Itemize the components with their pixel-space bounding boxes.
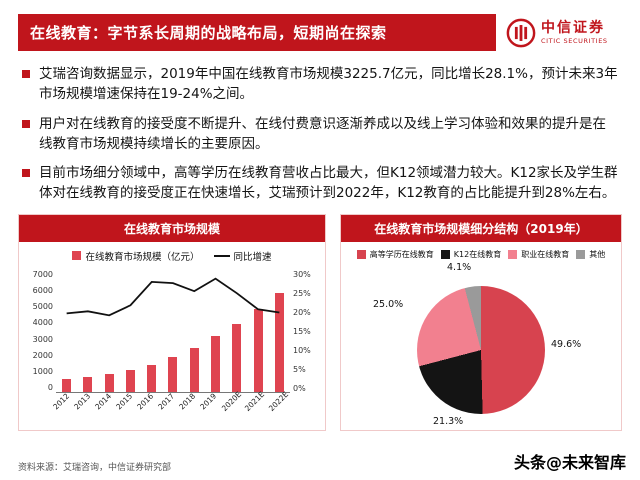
bullet-item: 艾瑞咨询数据显示，2019年中国在线教育市场规模3225.7亿元，同比增长28.…: [22, 64, 618, 105]
citic-logo: 中信证券 CITIC SECURITIES: [506, 18, 628, 48]
bullet-text: 用户对在线教育的接受度不断提升、在线付费意识逐渐养成以及线上学习体验和效果的提升…: [39, 115, 606, 152]
axis-tick: 7000: [32, 269, 53, 279]
bar: [83, 376, 93, 392]
page-title: 在线教育：字节系长周期的战略布局，短期尚在探索: [18, 14, 496, 51]
legend-label: 其他: [589, 249, 606, 259]
axis-tick: 1000: [32, 367, 53, 377]
legend-item: 高等学历在线教育: [356, 249, 434, 260]
citic-logo-text: 中信证券 CITIC SECURITIES: [541, 20, 608, 44]
legend-item: 职业在线教育: [508, 249, 569, 260]
bar: [232, 324, 242, 392]
bullet-item: 目前市场细分领域中，高等学历在线教育营收占比最大，但K12领域潜力较大。K12家…: [22, 163, 618, 204]
legend-item: 在线教育市场规模（亿元）: [72, 249, 200, 263]
legend-label: 在线教育市场规模（亿元）: [85, 251, 200, 263]
legend-label: 职业在线教育: [521, 249, 570, 259]
bar-series: [56, 271, 290, 392]
axis-tick: 3000: [32, 334, 53, 344]
y-axis-left: 7000 6000 5000 4000 3000 2000 1000 0: [25, 269, 56, 393]
legend-item: 其他: [576, 249, 605, 260]
pie-label-higher-ed: 49.6%: [551, 339, 582, 351]
bar: [125, 370, 135, 392]
axis-tick: 2000: [32, 350, 53, 360]
pie-chart-area: 49.6% 21.3% 25.0% 4.1%: [341, 260, 621, 430]
plot-area: [56, 271, 290, 393]
bar: [189, 347, 199, 392]
legend-market-size: 在线教育市场规模（亿元） 同比增速: [19, 242, 325, 265]
pie-label-vocational: 25.0%: [373, 298, 404, 310]
legend-item: K12在线教育: [440, 249, 502, 260]
axis-tick: 20%: [293, 307, 311, 317]
citic-logo-icon: [506, 18, 536, 47]
chart-title-structure: 在线教育市场规模细分结构（2019年）: [341, 214, 621, 242]
legend-structure: 高等学历在线教育 K12在线教育 职业在线教育 其他: [341, 242, 621, 260]
legend-label: K12在线教育: [453, 249, 502, 259]
logo-name-en: CITIC SECURITIES: [541, 36, 608, 45]
axis-tick: 4000: [32, 318, 53, 328]
axis-tick: 0: [47, 383, 53, 393]
axis-tick: 10%: [293, 345, 311, 355]
axis-tick: 5000: [32, 302, 53, 312]
axis-tick: 5%: [293, 364, 306, 374]
bullet-marker: [22, 169, 30, 177]
pie-chart: [417, 285, 545, 414]
y-axis-right: 30% 25% 20% 15% 10% 5% 0%: [290, 269, 319, 393]
logo-name-cn: 中信证券: [541, 20, 605, 37]
x-axis-labels: 2012 2013 2014 2015 2016 2017 2018 2019 2020E 202…: [51, 389, 293, 422]
chart-title-market-size: 在线教育市场规模: [19, 214, 325, 242]
legend-line-swatch: [213, 254, 230, 257]
bullet-item: 用户对在线教育的接受度不断提升、在线付费意识逐渐养成以及线上学习体验和效果的提升…: [22, 114, 618, 155]
header: 在线教育：字节系长周期的战略布局，短期尚在探索 中信证券 CITIC SECUR…: [0, 0, 640, 51]
bar: [210, 335, 220, 392]
legend-swatch: [508, 249, 518, 259]
axis-tick: 30%: [293, 269, 311, 279]
bar: [253, 308, 263, 392]
bullet-marker: [22, 119, 30, 128]
legend-swatch: [576, 249, 586, 259]
bar: [274, 292, 284, 392]
bullet-text: 艾瑞咨询数据显示，2019年中国在线教育市场规模3225.7亿元，同比增长28.…: [39, 66, 618, 103]
bar: [104, 373, 114, 392]
line-series: [56, 271, 290, 392]
legend-bar-swatch: [72, 251, 82, 260]
footer: 资料来源：艾瑞咨询，中信证券研究部 头条@未来智库: [18, 449, 626, 473]
legend-item: 同比增速: [213, 249, 272, 263]
legend-label: 高等学历在线教育: [369, 249, 434, 259]
pie-label-k12: 21.3%: [433, 415, 464, 427]
chart-panel-market-size: 在线教育市场规模 在线教育市场规模（亿元） 同比增速 7000 6000 5000 40…: [18, 213, 326, 431]
legend-label: 同比增速: [233, 251, 272, 263]
bullet-marker: [22, 70, 30, 78]
axis-tick: 25%: [293, 288, 311, 298]
axis-tick: 0%: [293, 383, 306, 393]
combo-chart: 7000 6000 5000 4000 3000 2000 1000 0 30% 25% 20% 1…: [19, 265, 325, 393]
bar: [62, 379, 72, 392]
charts-row: 在线教育市场规模 在线教育市场规模（亿元） 同比增速 7000 6000 5000 40…: [0, 204, 640, 431]
source-note: 资料来源：艾瑞咨询，中信证券研究部: [18, 463, 172, 473]
legend-swatch: [440, 249, 450, 259]
toutiao-watermark: 头条@未来智库: [513, 453, 626, 472]
bar: [168, 356, 178, 392]
chart-panel-structure: 在线教育市场规模细分结构（2019年） 高等学历在线教育 K12在线教育 职业在线教…: [340, 213, 622, 431]
bullet-text: 目前市场细分领域中，高等学历在线教育营收占比最大，但K12领域潜力较大。K12家…: [39, 165, 618, 202]
x-axis-label: 2022E: [267, 389, 291, 413]
pie-label-other: 4.1%: [447, 261, 472, 273]
axis-tick: 6000: [32, 285, 53, 295]
bar: [147, 364, 157, 392]
axis-tick: 15%: [293, 326, 311, 336]
legend-swatch: [356, 249, 366, 259]
bullet-list: 艾瑞咨询数据显示，2019年中国在线教育市场规模3225.7亿元，同比增长28.…: [0, 51, 640, 204]
